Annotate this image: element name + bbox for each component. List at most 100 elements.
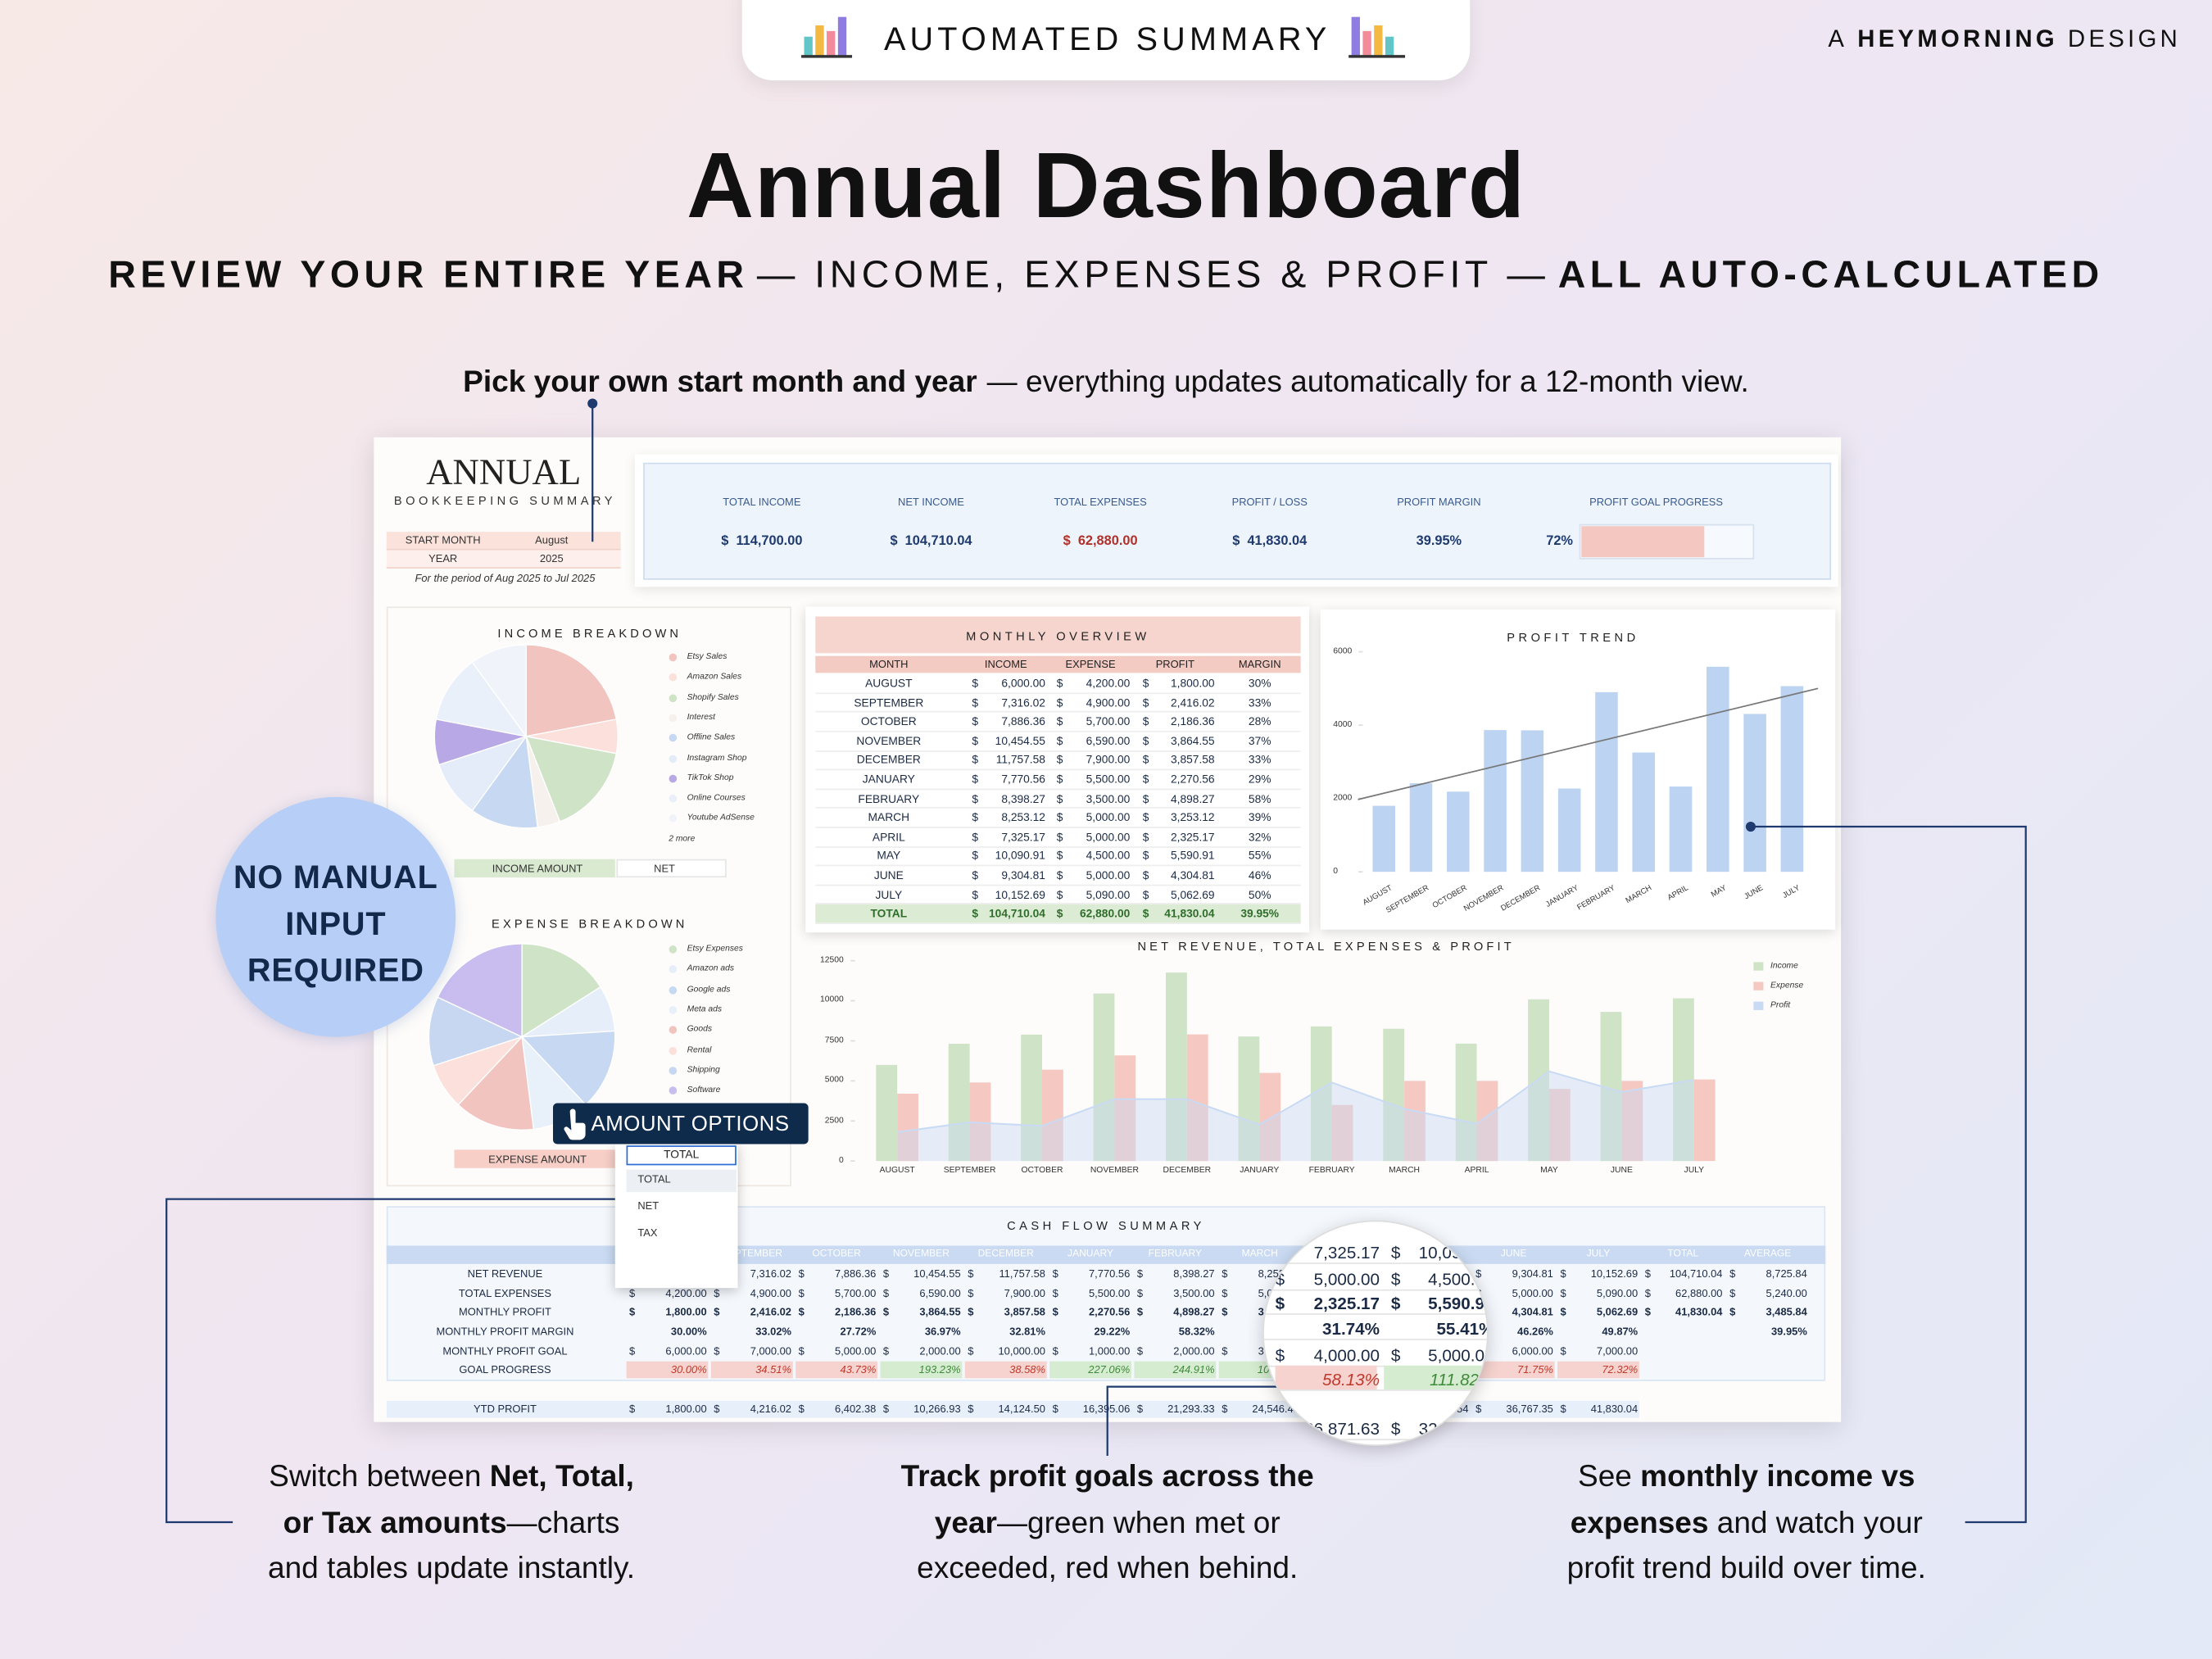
table-row <box>815 847 1301 867</box>
selector-label: EXPENSE AMOUNT <box>488 1153 587 1166</box>
legend-label: Shipping <box>687 1066 720 1075</box>
amount-cell: 32.81% <box>1009 1325 1045 1338</box>
bar <box>1455 1043 1477 1162</box>
currency: $ <box>1142 754 1149 767</box>
bar <box>1383 1028 1405 1162</box>
currency: $ <box>1142 830 1149 844</box>
callout-segment: See <box>1578 1459 1641 1494</box>
setting-label: START MONTH <box>405 533 481 546</box>
amount-cell: 5,000.00 <box>1512 1286 1553 1300</box>
legend-dot <box>669 653 678 662</box>
amount-cell: 5,700.00 <box>1086 715 1131 728</box>
dropdown[interactable] <box>614 1144 738 1289</box>
callout-line: year—green when met or <box>935 1505 1281 1540</box>
amount-cell: 8,398.27 <box>1001 792 1045 805</box>
legend-label: Amazon Sales <box>687 673 742 682</box>
revenue-chart <box>850 959 1764 1163</box>
legend-swatch <box>669 693 678 702</box>
kpi-value: $ 62,880.00 <box>1063 533 1138 550</box>
currency: $ <box>968 1305 974 1318</box>
x-tick-label: JUNE <box>1610 1167 1633 1176</box>
grid-line <box>1263 1389 1487 1391</box>
amount-cell: 1,800.00 <box>665 1305 707 1318</box>
callout-segment: exceeded, red when behind. <box>917 1551 1299 1585</box>
currency: $ <box>798 1267 805 1281</box>
x-tick-label: NOVEMBER <box>1090 1167 1139 1176</box>
currency: $ <box>1222 1286 1228 1300</box>
amount-cell: 16,395.06 <box>1082 1403 1131 1416</box>
brand-part: HEYMORNING <box>1857 25 2058 52</box>
kpi-value: $ 114,700.00 <box>721 533 803 550</box>
amount-cell: 3,500.00 <box>1173 1286 1215 1300</box>
amount-cell: 5,090.00 <box>1086 888 1131 901</box>
amount-cell: 4,898.27 <box>1173 1305 1215 1318</box>
goal-cell <box>1275 1365 1377 1390</box>
currency: $ <box>798 1403 805 1416</box>
margin-cell: 39.95% <box>1240 907 1280 921</box>
amount-cell: 72.32% <box>1602 1362 1639 1376</box>
amount-cell: 36,767.35 <box>1506 1403 1553 1416</box>
column-header: PROFIT <box>1155 657 1195 671</box>
currency: $ <box>972 888 979 901</box>
legend-dot <box>669 1026 678 1035</box>
amount-cell: 6,590.00 <box>919 1286 961 1300</box>
amount-cell: 5,500.00 <box>1086 773 1131 786</box>
goal-cell <box>626 1361 709 1379</box>
y-tick-label: 10000 <box>819 996 844 1005</box>
margin-cell: 33% <box>1248 754 1271 767</box>
hand-icon <box>564 1108 586 1140</box>
callout-line: Switch between Net, Total, <box>269 1459 634 1494</box>
month-cell: NOVEMBER <box>856 734 922 748</box>
magnified-cell: $ <box>1390 1345 1401 1366</box>
magnified-cell: 2,325.17 <box>1313 1294 1380 1314</box>
column-header: EXPENSE <box>1065 657 1116 671</box>
subtitle-part: REVIEW YOUR ENTIRE YEAR <box>108 253 749 296</box>
legend-dot <box>669 693 678 702</box>
x-tick-label: JANUARY <box>1240 1167 1280 1176</box>
legend-dot <box>669 774 678 782</box>
column-header: JULY <box>1586 1249 1611 1259</box>
overview-header <box>815 655 1301 673</box>
amount-cell: 6,402.38 <box>835 1403 877 1416</box>
table-row <box>815 886 1301 905</box>
callout-segment: Net, Total, <box>489 1459 634 1494</box>
callout-segment: —charts <box>506 1505 620 1539</box>
subtitle-part: — INCOME, EXPENSES & PROFIT — <box>756 253 1550 296</box>
dropdown-option[interactable]: TOTAL <box>637 1172 671 1185</box>
bar <box>1548 1089 1571 1162</box>
magnified-cell: $ <box>1275 1345 1285 1366</box>
callout-line: profit trend build over time. <box>1567 1551 1926 1586</box>
sheet-subtitle: BOOKKEEPING SUMMARY <box>393 493 616 508</box>
amount-cell: 3,253.12 <box>1170 811 1215 824</box>
y-tick-label: 0 <box>838 1156 844 1166</box>
y-tick-label: 4000 <box>1333 720 1353 730</box>
goal-cell <box>1472 1361 1555 1379</box>
currency: $ <box>1052 1403 1058 1416</box>
currency: $ <box>1644 1286 1651 1300</box>
amount-cell: 7,000.00 <box>750 1344 792 1358</box>
bar <box>1521 730 1544 873</box>
legend-swatch <box>669 653 678 662</box>
amount-cell: 41,830.04 <box>1675 1305 1723 1318</box>
pie-slice <box>457 1036 535 1131</box>
y-tick-label: 6000 <box>1333 647 1353 656</box>
amount-cell: 5,062.69 <box>1170 888 1215 901</box>
dropdown-option[interactable]: NET <box>637 1199 660 1213</box>
row-label: MONTHLY PROFIT GOAL <box>442 1344 568 1358</box>
currency: $ <box>882 1403 890 1416</box>
legend-dot <box>669 965 678 974</box>
badge-text: AUTOMATED SUMMARY <box>883 20 1331 57</box>
bar <box>1780 686 1804 873</box>
goal-cell <box>1049 1361 1131 1379</box>
x-tick-label: MAY <box>1540 1167 1558 1176</box>
currency: $ <box>1729 1305 1736 1318</box>
bar <box>1707 666 1729 873</box>
amount-cell: 30.00% <box>670 1362 707 1376</box>
currency: $ <box>972 792 979 805</box>
legend-label: Etsy Sales <box>687 653 728 662</box>
dropdown-option[interactable]: TAX <box>637 1226 658 1240</box>
amount-cell: 5,000.00 <box>1086 830 1131 844</box>
callout-line: Track profit goals across the <box>901 1459 1314 1494</box>
currency: $ <box>1056 907 1063 921</box>
currency: $ <box>1142 792 1149 805</box>
